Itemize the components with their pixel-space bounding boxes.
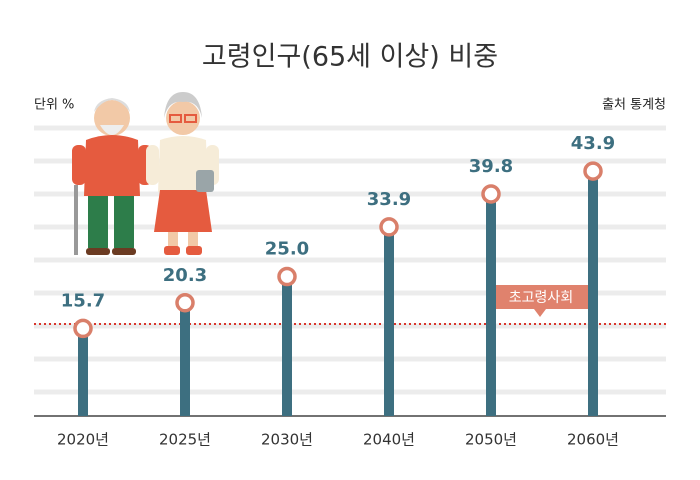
value-label: 33.9 bbox=[367, 189, 411, 210]
x-tick-label: 2030년 bbox=[261, 431, 313, 449]
unit-label: 단위 % bbox=[34, 98, 74, 113]
bar bbox=[78, 328, 88, 416]
bar bbox=[180, 302, 190, 416]
chart-title: 고령인구(65세 이상) 비중 bbox=[202, 42, 498, 73]
marker bbox=[481, 184, 501, 204]
marker bbox=[73, 318, 93, 339]
marker bbox=[379, 217, 399, 237]
bar bbox=[282, 276, 292, 416]
annotation: 초고령사회 bbox=[509, 290, 573, 306]
value-label: 43.9 bbox=[571, 133, 615, 154]
bar bbox=[486, 194, 496, 416]
bar bbox=[588, 171, 598, 416]
x-tick-label: 2040년 bbox=[363, 431, 415, 449]
illustration bbox=[72, 92, 219, 255]
marker bbox=[583, 161, 603, 181]
x-tick-label: 2020년 bbox=[57, 431, 109, 449]
value-label: 39.8 bbox=[469, 156, 513, 177]
value-label: 20.3 bbox=[163, 265, 207, 286]
bar bbox=[384, 226, 394, 416]
source-label: 출처 통계청 bbox=[602, 98, 666, 113]
value-label: 25.0 bbox=[265, 239, 309, 260]
x-tick-label: 2060년 bbox=[567, 431, 619, 449]
annotation-pointer bbox=[534, 309, 546, 317]
x-tick-label: 2025년 bbox=[159, 431, 211, 449]
marker bbox=[175, 293, 195, 313]
x-tick-label: 2050년 bbox=[465, 431, 517, 449]
marker bbox=[277, 266, 297, 287]
value-label: 15.7 bbox=[61, 290, 105, 311]
annotation-box bbox=[493, 285, 589, 309]
